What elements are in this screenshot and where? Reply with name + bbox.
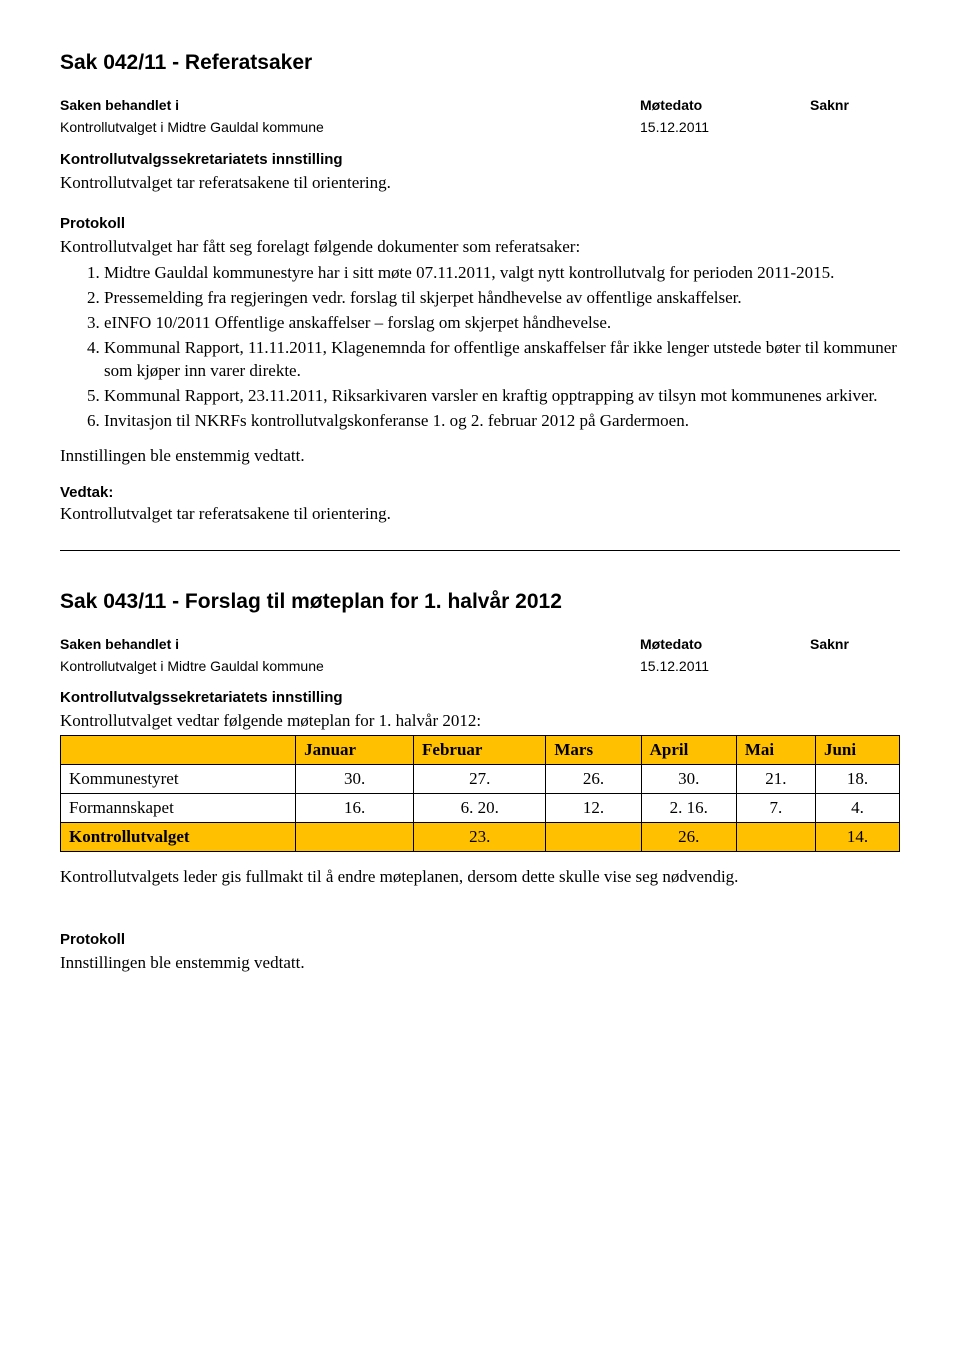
meta-col3-label: Saknr xyxy=(810,95,900,117)
table-corner xyxy=(61,736,296,765)
table-cell: 12. xyxy=(546,794,641,823)
meta-date: 15.12.2011 xyxy=(640,117,810,139)
enstemmig-text: Innstillingen ble enstemmig vedtatt. xyxy=(60,445,900,468)
meta-body: Kontrollutvalget i Midtre Gauldal kommun… xyxy=(60,656,640,678)
row-label: Kommunestyret xyxy=(61,765,296,794)
table-row-highlight: Kontrollutvalget 23. 26. 14. xyxy=(61,822,900,851)
table-cell: 16. xyxy=(296,794,414,823)
referat-list: Midtre Gauldal kommunestyre har i sitt m… xyxy=(60,262,900,433)
month-header: Februar xyxy=(414,736,546,765)
protokoll-label: Protokoll xyxy=(60,929,900,950)
table-row: Saken behandlet i Møtedato Saknr xyxy=(60,634,900,656)
table-row: Kontrollutvalget i Midtre Gauldal kommun… xyxy=(60,656,900,678)
footer-text: Kontrollutvalgets leder gis fullmakt til… xyxy=(60,866,900,889)
vedtak-text: Kontrollutvalget tar referatsakene til o… xyxy=(60,503,900,526)
meta-col1-label: Saken behandlet i xyxy=(60,95,640,117)
meta-saknr xyxy=(810,117,900,139)
protokoll-intro: Kontrollutvalget har fått seg forelagt f… xyxy=(60,236,900,259)
list-item: Kommunal Rapport, 11.11.2011, Klagenemnd… xyxy=(104,337,900,383)
table-cell: 7. xyxy=(736,794,815,823)
table-row: Kontrollutvalget i Midtre Gauldal kommun… xyxy=(60,117,900,139)
table-cell: 2. 16. xyxy=(641,794,736,823)
table-cell: 30. xyxy=(296,765,414,794)
sak043-title: Sak 043/11 - Forslag til møteplan for 1.… xyxy=(60,587,900,616)
meta-col2-label: Møtedato xyxy=(640,95,810,117)
month-header: Januar xyxy=(296,736,414,765)
list-item: eINFO 10/2011 Offentlige anskaffelser – … xyxy=(104,312,900,335)
innstilling-label: Kontrollutvalgssekretariatets innstillin… xyxy=(60,149,900,170)
meta-date: 15.12.2011 xyxy=(640,656,810,678)
section-divider xyxy=(60,550,900,551)
table-cell: 18. xyxy=(815,765,899,794)
protokoll-label: Protokoll xyxy=(60,213,900,234)
table-cell: 21. xyxy=(736,765,815,794)
table-row: Formannskapet 16. 6. 20. 12. 2. 16. 7. 4… xyxy=(61,794,900,823)
table-header-row: Januar Februar Mars April Mai Juni xyxy=(61,736,900,765)
sak042-meta-table: Saken behandlet i Møtedato Saknr Kontrol… xyxy=(60,95,900,138)
table-cell: 14. xyxy=(815,822,899,851)
table-cell: 4. xyxy=(815,794,899,823)
table-cell: 23. xyxy=(414,822,546,851)
table-cell: 30. xyxy=(641,765,736,794)
table-cell xyxy=(546,822,641,851)
month-header: Mars xyxy=(546,736,641,765)
meta-col3-label: Saknr xyxy=(810,634,900,656)
vedtak-label: Vedtak: xyxy=(60,484,113,501)
list-item: Invitasjon til NKRFs kontrollutvalgskonf… xyxy=(104,410,900,433)
enstemmig-text: Innstillingen ble enstemmig vedtatt. xyxy=(60,952,900,975)
sak043-meta-table: Saken behandlet i Møtedato Saknr Kontrol… xyxy=(60,634,900,677)
moteplan-table: Januar Februar Mars April Mai Juni Kommu… xyxy=(60,735,900,851)
list-item: Midtre Gauldal kommunestyre har i sitt m… xyxy=(104,262,900,285)
innstilling-text: Kontrollutvalget tar referatsakene til o… xyxy=(60,172,900,195)
sak042-title: Sak 042/11 - Referatsaker xyxy=(60,48,900,77)
meta-col1-label: Saken behandlet i xyxy=(60,634,640,656)
month-header: Juni xyxy=(815,736,899,765)
table-row: Kommunestyret 30. 27. 26. 30. 21. 18. xyxy=(61,765,900,794)
table-cell xyxy=(736,822,815,851)
table-cell: 6. 20. xyxy=(414,794,546,823)
table-cell: 27. xyxy=(414,765,546,794)
meta-body: Kontrollutvalget i Midtre Gauldal kommun… xyxy=(60,117,640,139)
innstilling-text: Kontrollutvalget vedtar følgende møtepla… xyxy=(60,710,900,733)
table-cell: 26. xyxy=(641,822,736,851)
row-label: Kontrollutvalget xyxy=(61,822,296,851)
innstilling-label: Kontrollutvalgssekretariatets innstillin… xyxy=(60,687,900,708)
row-label: Formannskapet xyxy=(61,794,296,823)
list-item: Pressemelding fra regjeringen vedr. fors… xyxy=(104,287,900,310)
month-header: Mai xyxy=(736,736,815,765)
list-item: Kommunal Rapport, 23.11.2011, Riksarkiva… xyxy=(104,385,900,408)
meta-saknr xyxy=(810,656,900,678)
month-header: April xyxy=(641,736,736,765)
table-cell: 26. xyxy=(546,765,641,794)
table-cell xyxy=(296,822,414,851)
meta-col2-label: Møtedato xyxy=(640,634,810,656)
table-row: Saken behandlet i Møtedato Saknr xyxy=(60,95,900,117)
